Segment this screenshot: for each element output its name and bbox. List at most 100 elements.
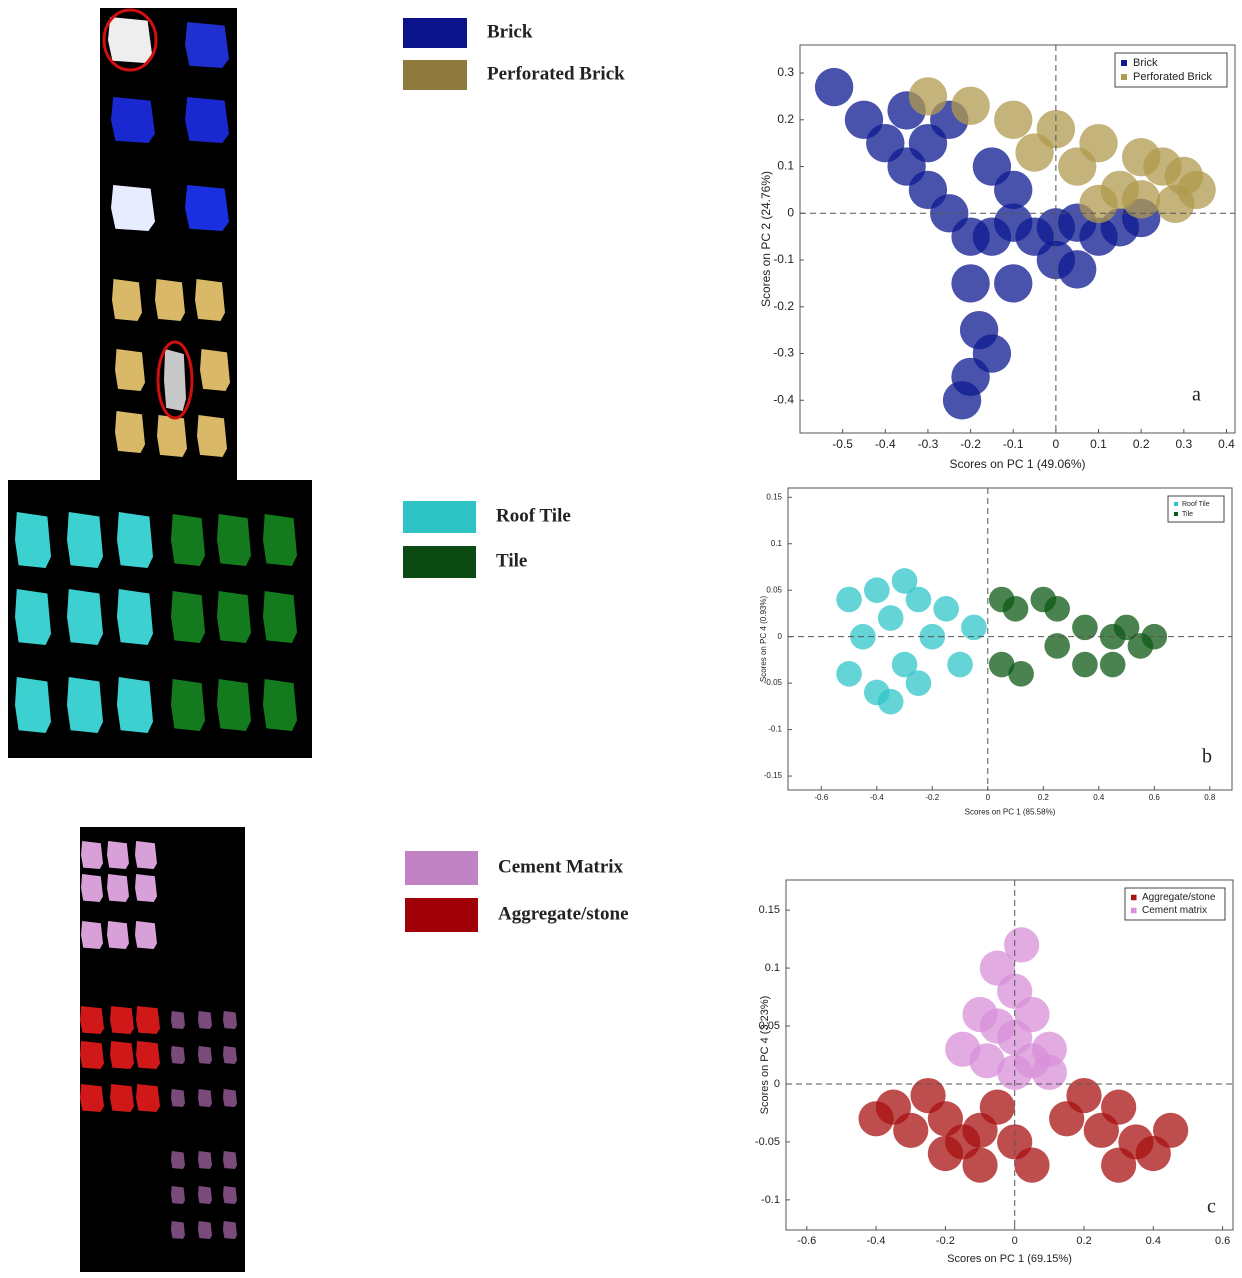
score-point [1114,615,1140,641]
y-tick-label: 0 [774,1078,780,1090]
sample-fragment [171,1186,185,1204]
legend-label: Cement matrix [1142,905,1207,916]
score-point [1066,1078,1101,1113]
sample-fragment [171,1221,185,1239]
y-tick-label: 0.05 [766,585,782,594]
x-tick-label: 0 [1012,1235,1018,1247]
sample-fragment [80,1006,104,1034]
key-label: Brick [487,21,533,42]
score-point [878,689,904,715]
score-point [1014,1147,1049,1182]
score-point [836,587,862,613]
y-tick-label: -0.2 [773,299,794,313]
score-point [1101,1090,1136,1125]
y-tick-label: -0.05 [755,1136,780,1148]
x-tick-label: -0.4 [875,437,896,451]
score-point [1143,147,1181,185]
score-point [1072,652,1098,678]
score-point [951,264,989,302]
score-point [951,87,989,125]
legend-marker [1121,74,1127,80]
key-swatch [403,18,467,48]
sample-fragment [81,874,103,902]
y-axis-label: Scores on PC 2 (24.76%) [759,171,773,307]
score-point [980,1090,1015,1125]
sample-fragment [135,921,157,949]
score-point [994,101,1032,139]
legend-marker [1131,908,1137,914]
x-tick-label: 0 [986,793,991,802]
key-label: Tile [496,550,527,571]
score-point [1101,1147,1136,1182]
panel-letter: c [1207,1196,1216,1218]
score-point [1100,652,1126,678]
y-tick-label: -0.15 [764,771,783,780]
y-tick-label: 0.3 [777,65,794,79]
sample-fragment [217,679,251,731]
sample-fragment [80,1084,104,1112]
sample-fragment [117,512,153,568]
y-tick-label: 0.15 [766,492,782,501]
score-point [943,381,981,419]
sample-fragment [111,97,155,143]
sample-fragment [67,512,103,568]
score-point [815,68,853,106]
y-tick-label: -0.3 [773,346,794,360]
x-axis-label: Scores on PC 1 (69.15%) [947,1253,1072,1265]
sample-fragment [217,591,251,643]
key-swatch [403,60,467,90]
score-point [836,661,862,687]
sample-fragment [110,1041,134,1069]
y-tick-label: 0.1 [777,159,794,173]
sample-fragment [107,841,129,869]
score-point [1153,1113,1188,1148]
sample-fragment [111,185,155,231]
sample-fragment [185,97,229,143]
sample-fragment [171,1046,185,1064]
legend-marker [1131,895,1137,901]
legend-marker [1121,60,1127,66]
y-axis-label: Scores on PC 4 (3.23%) [759,996,771,1115]
sample-fragment [223,1089,237,1107]
sample-fragment [171,1011,185,1029]
score-point [864,577,890,603]
legend-label: Roof Tile [1182,501,1210,508]
sample-fragment [198,1089,212,1107]
sample-fragment [171,1151,185,1169]
sample-fragment [117,677,153,733]
sample-fragment [263,679,297,731]
sample-fragment [107,921,129,949]
x-tick-label: 0.4 [1093,793,1105,802]
x-tick-label: 0.6 [1149,793,1161,802]
y-tick-label: 0.1 [765,962,780,974]
x-tick-label: 0.3 [1175,437,1192,451]
score-point [947,652,973,678]
y-tick-label: 0 [778,632,783,641]
sample-fragment [115,349,145,391]
score-point [1003,596,1029,622]
sample-fragment [136,1084,160,1112]
x-tick-label: -0.2 [960,437,981,451]
score-point [906,670,932,696]
sample-fragment [217,514,251,566]
y-tick-label: -0.1 [761,1194,780,1206]
sample-image [100,8,237,480]
panel-letter: a [1192,384,1201,406]
y-tick-label: 0.15 [759,904,780,916]
legend-marker [1174,502,1178,506]
score-point [1032,1032,1067,1067]
sample-fragment [171,1089,185,1107]
key-swatch [405,898,478,932]
score-point [1008,661,1034,687]
sample-fragment [115,411,145,453]
key-label: Perforated Brick [487,63,625,84]
legend-label: Aggregate/stone [1142,892,1216,903]
sample-fragment [198,1221,212,1239]
sample-fragment [198,1151,212,1169]
sample-fragment [164,349,186,411]
sample-fragment [80,1041,104,1069]
page: BrickPerforated Brick-0.5-0.4-0.3-0.2-0.… [0,0,1242,1278]
legend-label: Tile [1182,511,1193,518]
score-point [1058,147,1096,185]
score-point [909,77,947,115]
